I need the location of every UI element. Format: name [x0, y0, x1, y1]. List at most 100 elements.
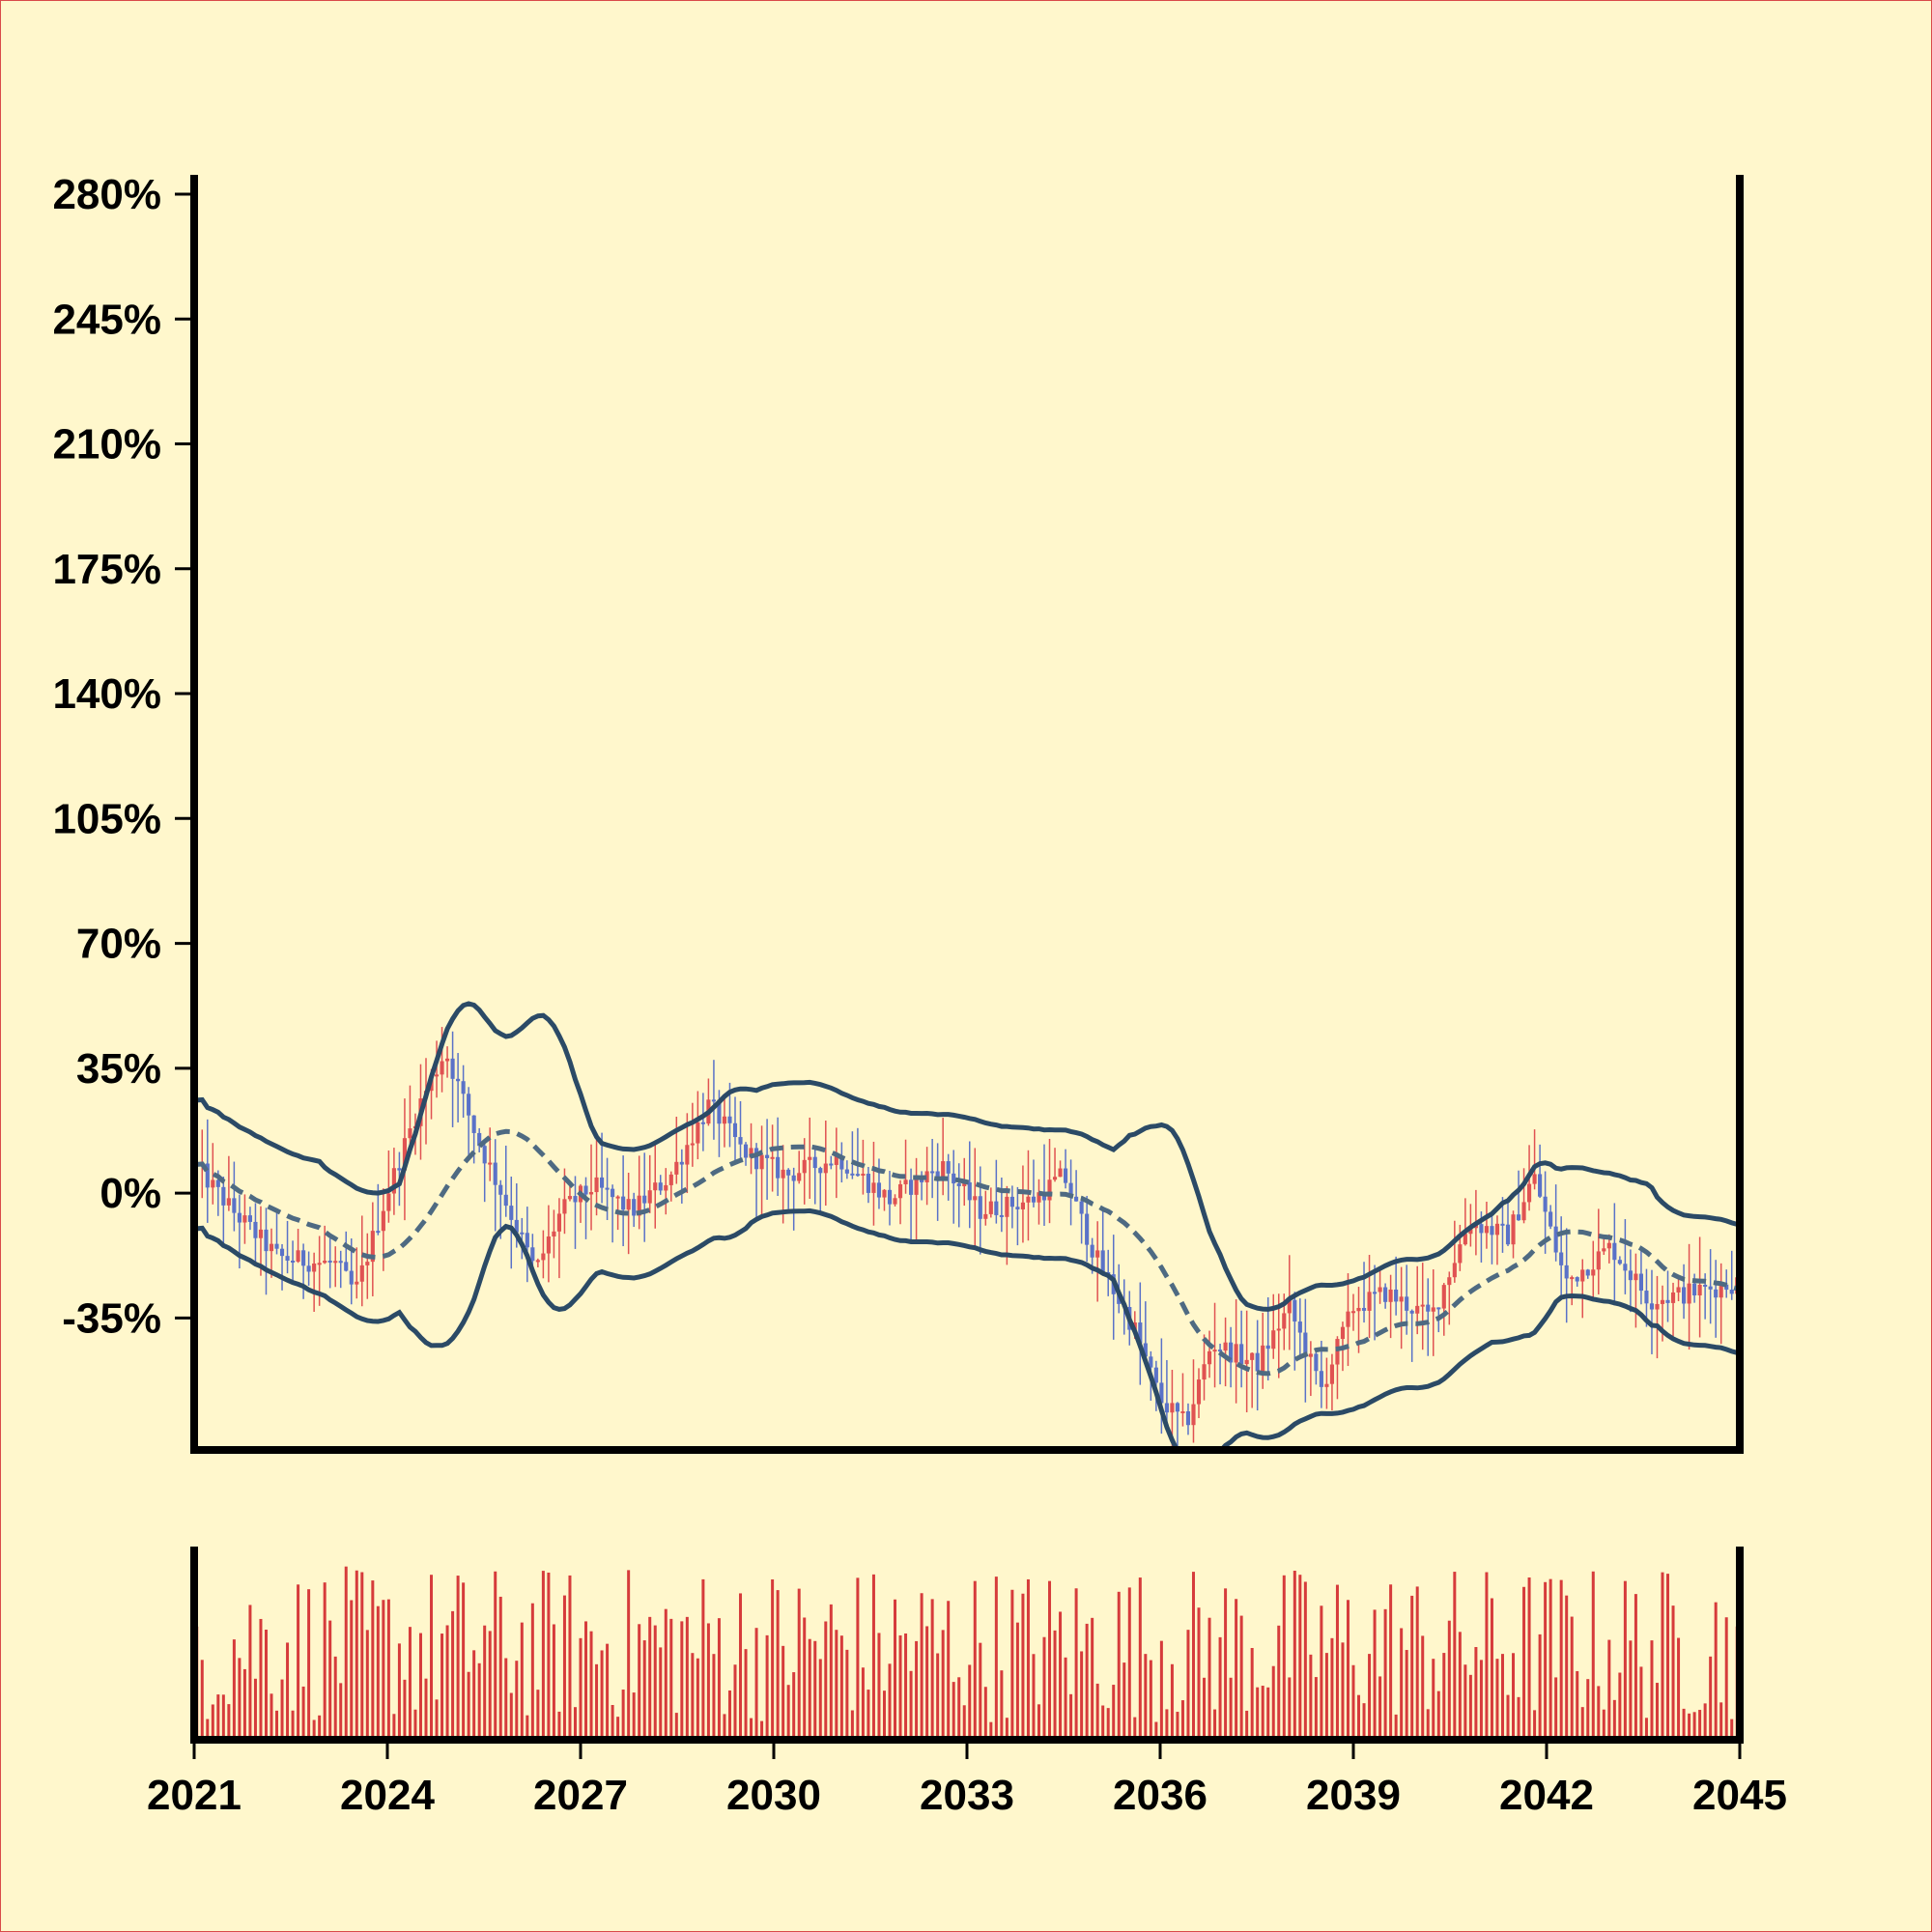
candle-body	[1095, 1250, 1100, 1258]
candle-body	[1670, 1292, 1676, 1303]
candle-body	[1005, 1196, 1009, 1217]
candle-body	[1585, 1269, 1590, 1276]
volume-bar	[845, 1649, 849, 1740]
volume-bar	[515, 1661, 519, 1740]
candle-body	[594, 1177, 599, 1193]
candle-body	[882, 1189, 887, 1198]
volume-bar	[616, 1717, 620, 1740]
volume-bar	[1048, 1580, 1052, 1740]
volume-bar	[930, 1599, 934, 1740]
volume-bar	[536, 1690, 540, 1740]
volume-bar	[307, 1589, 311, 1740]
candle-body	[605, 1187, 610, 1190]
candle-body	[1175, 1403, 1179, 1412]
candle-body	[1297, 1321, 1302, 1333]
volume-bar	[727, 1690, 731, 1740]
candle-body	[327, 1261, 332, 1264]
volume-bar	[1447, 1620, 1451, 1740]
volume-bar	[1127, 1587, 1131, 1740]
candle-body	[866, 1174, 870, 1193]
candle-body	[221, 1186, 226, 1206]
volume-bar	[1506, 1694, 1510, 1740]
candle-body	[1064, 1168, 1068, 1183]
candle-body	[1436, 1307, 1441, 1310]
volume-bar	[1133, 1717, 1137, 1740]
candle-body	[834, 1155, 838, 1165]
candle-body	[317, 1263, 322, 1265]
volume-bar	[1432, 1659, 1435, 1740]
candle-body	[1409, 1310, 1414, 1314]
candle-body	[1282, 1313, 1287, 1329]
volume-bar	[1576, 1670, 1579, 1740]
volume-bar	[562, 1595, 566, 1740]
volume-bar	[270, 1693, 273, 1740]
candle-body	[493, 1162, 497, 1185]
candle-body	[999, 1214, 1004, 1217]
volume-bar	[638, 1624, 641, 1740]
volume-bar	[706, 1623, 710, 1740]
candle-body	[1676, 1287, 1681, 1293]
candle-body	[1079, 1201, 1084, 1214]
candle-body	[285, 1256, 290, 1262]
y-tick-label: 140%	[52, 670, 161, 718]
volume-bar	[1692, 1712, 1696, 1740]
candle-body	[786, 1169, 791, 1176]
candle-body	[1703, 1284, 1708, 1287]
volume-bar	[1634, 1594, 1637, 1740]
candle-body	[1484, 1226, 1489, 1234]
volume-bar	[456, 1576, 460, 1740]
volume-bar	[488, 1631, 492, 1740]
candle-body	[924, 1171, 929, 1182]
volume-bar	[1351, 1664, 1355, 1740]
y-tick-label: 35%	[76, 1045, 161, 1093]
candle-body	[1287, 1299, 1292, 1314]
candle-body	[829, 1163, 834, 1166]
volume-bar	[1101, 1705, 1105, 1740]
candle-body	[1660, 1299, 1665, 1304]
volume-bar	[818, 1659, 822, 1740]
volume-bar	[627, 1570, 631, 1740]
volume-bar	[1159, 1640, 1163, 1740]
volume-bar	[520, 1622, 524, 1740]
volume-bar	[1080, 1651, 1084, 1740]
candle-body	[1271, 1330, 1276, 1350]
candle-body	[844, 1169, 849, 1174]
candle-body	[1638, 1273, 1643, 1292]
volume-bar	[648, 1616, 652, 1740]
volume-bar	[701, 1578, 705, 1740]
candle-body	[871, 1182, 876, 1193]
volume-bar	[611, 1705, 614, 1740]
volume-bar	[211, 1704, 214, 1740]
volume-bar	[1357, 1694, 1361, 1740]
candle-body	[632, 1199, 637, 1216]
volume-bar	[1527, 1577, 1531, 1740]
volume-bar	[1580, 1707, 1584, 1740]
upper-band-line	[196, 1001, 1738, 1312]
volume-bar	[1346, 1600, 1350, 1740]
candle-body	[839, 1155, 844, 1170]
volume-bar	[1314, 1677, 1318, 1740]
volume-bar	[1682, 1708, 1686, 1740]
candle-body	[1420, 1304, 1425, 1307]
candle-body	[1074, 1196, 1079, 1202]
candle-body	[1378, 1287, 1382, 1293]
candle-body	[312, 1264, 317, 1272]
candle-body	[738, 1137, 743, 1145]
volume-bar	[573, 1707, 577, 1740]
volume-bar	[1629, 1640, 1633, 1740]
candle-body	[781, 1169, 785, 1179]
candle-body	[791, 1175, 796, 1181]
volume-bar	[530, 1603, 534, 1740]
volume-bar	[264, 1630, 268, 1740]
volume-bar	[333, 1656, 337, 1740]
volume-bar	[1383, 1608, 1387, 1740]
candle-body	[823, 1163, 828, 1174]
volume-bar	[253, 1678, 257, 1740]
volume-bar	[1421, 1635, 1425, 1740]
volume-bar	[1612, 1699, 1616, 1740]
candle-body	[440, 1061, 444, 1075]
volume-bar	[696, 1658, 699, 1740]
candle-body	[450, 1058, 455, 1079]
candle-body	[626, 1199, 631, 1210]
